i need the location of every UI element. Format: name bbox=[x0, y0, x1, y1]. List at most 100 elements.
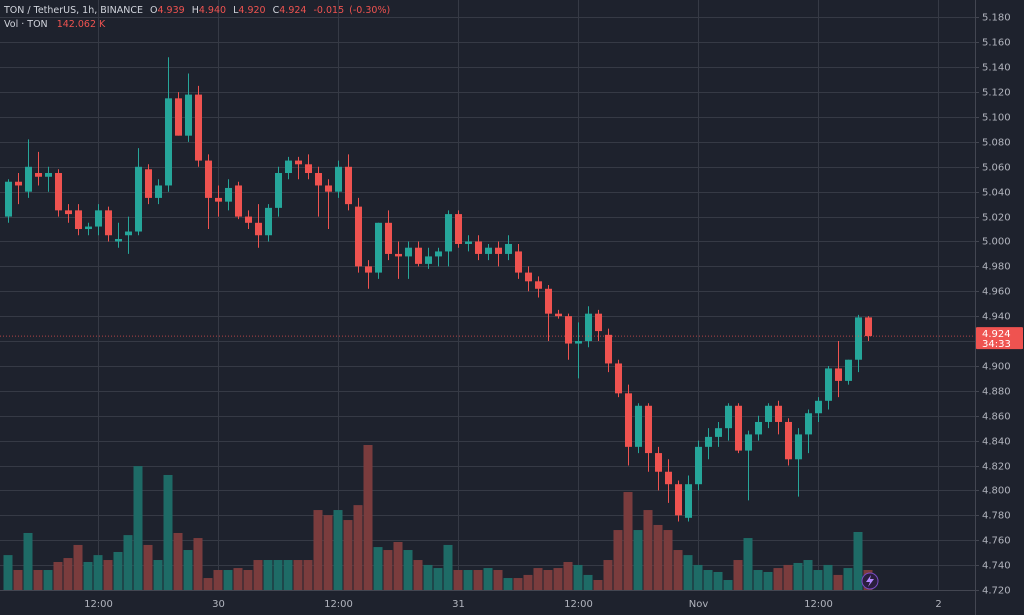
volume-bar bbox=[443, 544, 453, 590]
volume-bar bbox=[243, 570, 253, 590]
open-value: 4.939 bbox=[157, 5, 184, 16]
candle-body bbox=[115, 238, 122, 242]
volume-pane bbox=[3, 445, 873, 590]
candle-body bbox=[305, 164, 312, 174]
candle-body bbox=[495, 247, 502, 254]
volume-name: Vol · TON bbox=[4, 19, 48, 30]
price-tag-value: 4.924 bbox=[982, 329, 1011, 340]
candles bbox=[0, 57, 975, 522]
candle-body bbox=[345, 166, 352, 205]
y-tick-label: 5.000 bbox=[982, 237, 1011, 248]
candle-body bbox=[515, 251, 522, 273]
y-tick-label: 4.980 bbox=[982, 262, 1011, 273]
candle-body bbox=[75, 210, 82, 230]
candle-body bbox=[265, 207, 272, 236]
y-tick-label: 4.720 bbox=[982, 586, 1011, 597]
candle-body bbox=[225, 187, 232, 202]
candle-body bbox=[465, 241, 472, 244]
volume-bar bbox=[673, 550, 683, 590]
volume-bar bbox=[603, 560, 613, 590]
volume-bar bbox=[223, 570, 233, 590]
volume-bar bbox=[733, 560, 743, 590]
volume-bar bbox=[413, 560, 423, 590]
volume-bar bbox=[623, 492, 633, 590]
candle-body bbox=[285, 160, 292, 174]
volume-bar bbox=[213, 570, 223, 590]
candle-body bbox=[735, 405, 742, 451]
volume-legend: Vol · TON 142.062 K bbox=[4, 19, 106, 30]
volume-bar bbox=[353, 505, 363, 590]
volume-bar bbox=[543, 570, 553, 590]
candle-body bbox=[805, 413, 812, 435]
volume-bar bbox=[653, 524, 663, 590]
candle-body bbox=[5, 181, 12, 217]
change: -0.015 bbox=[314, 5, 345, 16]
candle-body bbox=[485, 247, 492, 254]
icon-bolt[interactable] bbox=[866, 575, 874, 587]
candle-body bbox=[415, 247, 422, 264]
volume-bar bbox=[83, 561, 93, 590]
volume-bar bbox=[283, 560, 293, 590]
open-key: O bbox=[150, 5, 157, 16]
y-tick-label: 5.120 bbox=[982, 88, 1011, 99]
volume-bar bbox=[33, 570, 43, 590]
candle-body bbox=[715, 428, 722, 437]
candle-body bbox=[455, 214, 462, 244]
candle-body bbox=[35, 173, 42, 177]
volume-bar bbox=[393, 541, 403, 590]
volume-bar bbox=[313, 510, 323, 590]
volume-bar bbox=[523, 574, 533, 590]
volume-bar bbox=[63, 558, 73, 590]
candle-body bbox=[725, 405, 732, 429]
volume-bar bbox=[103, 560, 113, 590]
volume-bar bbox=[263, 560, 273, 590]
volume-bar bbox=[743, 538, 753, 590]
candle-body bbox=[385, 222, 392, 254]
candle-body bbox=[575, 341, 582, 344]
candle-body bbox=[195, 94, 202, 161]
candle-body bbox=[865, 317, 872, 337]
volume-bar bbox=[423, 564, 433, 590]
volume-bar bbox=[803, 560, 813, 590]
low-key: L bbox=[233, 5, 239, 16]
countdown: 34:33 bbox=[982, 339, 1011, 350]
volume-bar bbox=[713, 571, 723, 590]
y-tick-label: 4.880 bbox=[982, 387, 1011, 398]
y-tick-label: 4.900 bbox=[982, 362, 1011, 373]
volume-bar bbox=[593, 580, 603, 590]
candle-body bbox=[215, 197, 222, 202]
candle-body bbox=[405, 247, 412, 257]
candle-body bbox=[745, 434, 752, 451]
y-tick-label: 4.800 bbox=[982, 486, 1011, 497]
candle-body bbox=[845, 359, 852, 381]
candle-body bbox=[175, 98, 182, 136]
lightning-icon[interactable] bbox=[861, 572, 879, 590]
volume-bar bbox=[363, 445, 373, 590]
candle-body bbox=[555, 313, 562, 317]
y-tick-label: 4.860 bbox=[982, 412, 1011, 423]
candle-body bbox=[855, 317, 862, 360]
candle-body bbox=[65, 210, 72, 215]
volume-bar bbox=[163, 474, 173, 590]
volume-bar bbox=[503, 578, 513, 590]
volume-bar bbox=[783, 564, 793, 590]
close-value: 4.924 bbox=[279, 5, 306, 16]
volume-bar bbox=[763, 571, 773, 590]
candle-body bbox=[425, 256, 432, 264]
y-tick-label: 4.740 bbox=[982, 561, 1011, 572]
volume-bar bbox=[453, 570, 463, 590]
high-value: 4.940 bbox=[199, 5, 226, 16]
volume-value: 142.062 K bbox=[57, 19, 106, 30]
candle-body bbox=[355, 206, 362, 267]
volume-bar bbox=[13, 570, 23, 590]
candle-body bbox=[475, 241, 482, 254]
volume-bar bbox=[333, 510, 343, 590]
candle-body bbox=[245, 216, 252, 223]
volume-bar bbox=[723, 580, 733, 590]
candle-body bbox=[375, 222, 382, 273]
candle-body bbox=[775, 405, 782, 422]
volume-bar bbox=[153, 560, 163, 590]
y-tick-label: 5.100 bbox=[982, 113, 1011, 124]
candle-body bbox=[625, 393, 632, 447]
